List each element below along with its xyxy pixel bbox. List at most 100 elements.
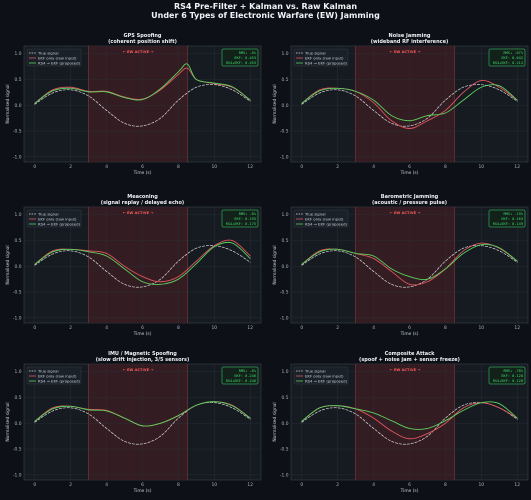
y-tick-label: -0.5 <box>13 129 22 135</box>
y-tick-label: -1.0 <box>13 154 22 160</box>
rs4-ekf-line <box>301 84 518 122</box>
x-tick-label: 0 <box>33 482 36 488</box>
x-tick-label: 8 <box>177 325 180 331</box>
x-tick-label: 4 <box>372 482 375 488</box>
y-tick-label: -1.0 <box>13 472 22 478</box>
legend-label: RS4 → EKF (proposed) <box>305 221 347 226</box>
x-axis-label: Time (s) <box>400 331 419 337</box>
rs4-ekf-line <box>34 401 251 427</box>
x-tick-label: 12 <box>247 164 253 170</box>
figure-subtitle: Under 6 Types of Electronic Warfare (EW)… <box>151 11 380 20</box>
legend-label: EKF only (raw input) <box>38 55 77 60</box>
y-tick-label: 0.5 <box>282 77 289 83</box>
metrics-box <box>221 48 259 67</box>
y-tick-label: 1.0 <box>15 51 22 57</box>
legend-label: True signal <box>37 211 59 216</box>
x-tick-label: 0 <box>300 482 303 488</box>
y-tick-label: -0.5 <box>280 129 289 135</box>
x-tick-label: 2 <box>336 482 339 488</box>
y-axis-label: Normalised signal <box>5 245 11 284</box>
legend-box <box>26 209 82 228</box>
x-tick-label: 0 <box>300 164 303 170</box>
metrics-line: EKF: 0.246 <box>234 374 256 378</box>
metrics-line: RS4+EKF: 0.128 <box>493 379 523 383</box>
x-tick-label: 10 <box>212 482 218 488</box>
metrics-line: EKF: 0.195 <box>234 217 256 221</box>
x-tick-label: 6 <box>408 325 411 331</box>
legend-label: True signal <box>304 50 326 55</box>
legend-label: EKF only (raw input) <box>305 216 344 221</box>
y-tick-label: 0.0 <box>15 421 22 427</box>
y-tick-label: 1.0 <box>282 212 289 218</box>
legend-label: RS4 → EKF (proposed) <box>38 221 80 226</box>
x-tick-label: 12 <box>514 164 520 170</box>
metrics-box <box>488 48 526 67</box>
x-tick-label: 2 <box>69 164 72 170</box>
x-tick-label: 6 <box>141 325 144 331</box>
chart-panel-4: Barometric Jamming(acoustic / pressure p… <box>272 194 529 337</box>
y-tick-label: -1.0 <box>280 154 289 160</box>
panel-subtitle: (acoustic / pressure pulse) <box>372 200 447 206</box>
y-tick-label: 0.0 <box>15 103 22 109</box>
panel-title: IMU / Magnetic Spoofing <box>108 351 177 357</box>
y-axis-label: Normalised signal <box>5 84 11 123</box>
x-tick-label: 2 <box>69 325 72 331</box>
metrics-line: EKF: 0.163 <box>501 217 523 221</box>
metrics-line: RMS↓ -0% <box>239 51 257 55</box>
y-axis-label: Normalised signal <box>272 402 278 441</box>
legend-box <box>293 48 349 67</box>
metrics-line: RMS↓ -0% <box>239 369 257 373</box>
x-tick-label: 10 <box>479 325 485 331</box>
legend-label: RS4 → EKF (proposed) <box>38 60 80 65</box>
y-tick-label: 0.0 <box>282 264 289 270</box>
panel-subtitle: (wideband RF interference) <box>371 39 449 45</box>
metrics-box <box>488 366 526 385</box>
true-signal-line <box>34 84 251 127</box>
metrics-box <box>221 209 259 228</box>
y-tick-label: 0.0 <box>15 264 22 270</box>
legend-label: EKF only (raw input) <box>38 373 77 378</box>
y-tick-label: 0.0 <box>282 421 289 427</box>
x-tick-label: 4 <box>105 164 108 170</box>
x-tick-label: 10 <box>212 325 218 331</box>
ew-label: ← EW ACTIVE → <box>390 368 421 372</box>
x-tick-label: 6 <box>408 482 411 488</box>
x-tick-label: 0 <box>33 325 36 331</box>
x-tick-label: 6 <box>141 482 144 488</box>
y-tick-label: -0.5 <box>280 447 289 453</box>
true-signal-line <box>301 84 518 127</box>
y-tick-label: 0.5 <box>15 238 22 244</box>
chart-panel-6: Composite Attack(spoof + noise jam + sen… <box>272 351 529 494</box>
y-axis-label: Normalised signal <box>272 245 278 284</box>
y-tick-label: -0.5 <box>13 447 22 453</box>
metrics-line: EKF: 0.642 <box>501 56 523 60</box>
ew-window <box>88 364 188 480</box>
y-tick-label: -0.5 <box>280 290 289 296</box>
metrics-box <box>221 366 259 385</box>
x-tick-label: 10 <box>212 164 218 170</box>
y-tick-label: 0.0 <box>282 103 289 109</box>
ew-window <box>88 207 188 323</box>
chart-grid: GPS Spoofing(coherent position shift) ← E… <box>5 33 529 494</box>
y-tick-label: 0.5 <box>282 238 289 244</box>
chart-panel-5: IMU / Magnetic Spoofing(slow drift injec… <box>5 351 262 494</box>
chart-panel-2: Noise Jamming(wideband RF interference) ←… <box>272 33 529 176</box>
legend-label: EKF only (raw input) <box>305 373 344 378</box>
x-tick-label: 8 <box>177 482 180 488</box>
panel-subtitle: (signal replay / delayed echo) <box>101 200 184 206</box>
rs4-ekf-line <box>34 63 251 104</box>
x-axis-label: Time (s) <box>133 170 152 176</box>
legend-box <box>293 209 349 228</box>
legend-label: True signal <box>37 368 59 373</box>
x-tick-label: 2 <box>336 164 339 170</box>
ew-label: ← EW ACTIVE → <box>390 50 421 54</box>
legend-label: RS4 → EKF (proposed) <box>305 60 347 65</box>
y-tick-label: -1.0 <box>280 315 289 321</box>
y-axis-label: Normalised signal <box>5 402 11 441</box>
metrics-line: RS4+EKF: 0.453 <box>226 61 256 65</box>
y-tick-label: 0.5 <box>15 77 22 83</box>
panel-title: Barometric Jamming <box>381 194 439 200</box>
panel-subtitle: (slow drift injection, 3/5 sensors) <box>96 357 190 363</box>
ew-window <box>355 46 455 162</box>
x-tick-label: 4 <box>372 325 375 331</box>
